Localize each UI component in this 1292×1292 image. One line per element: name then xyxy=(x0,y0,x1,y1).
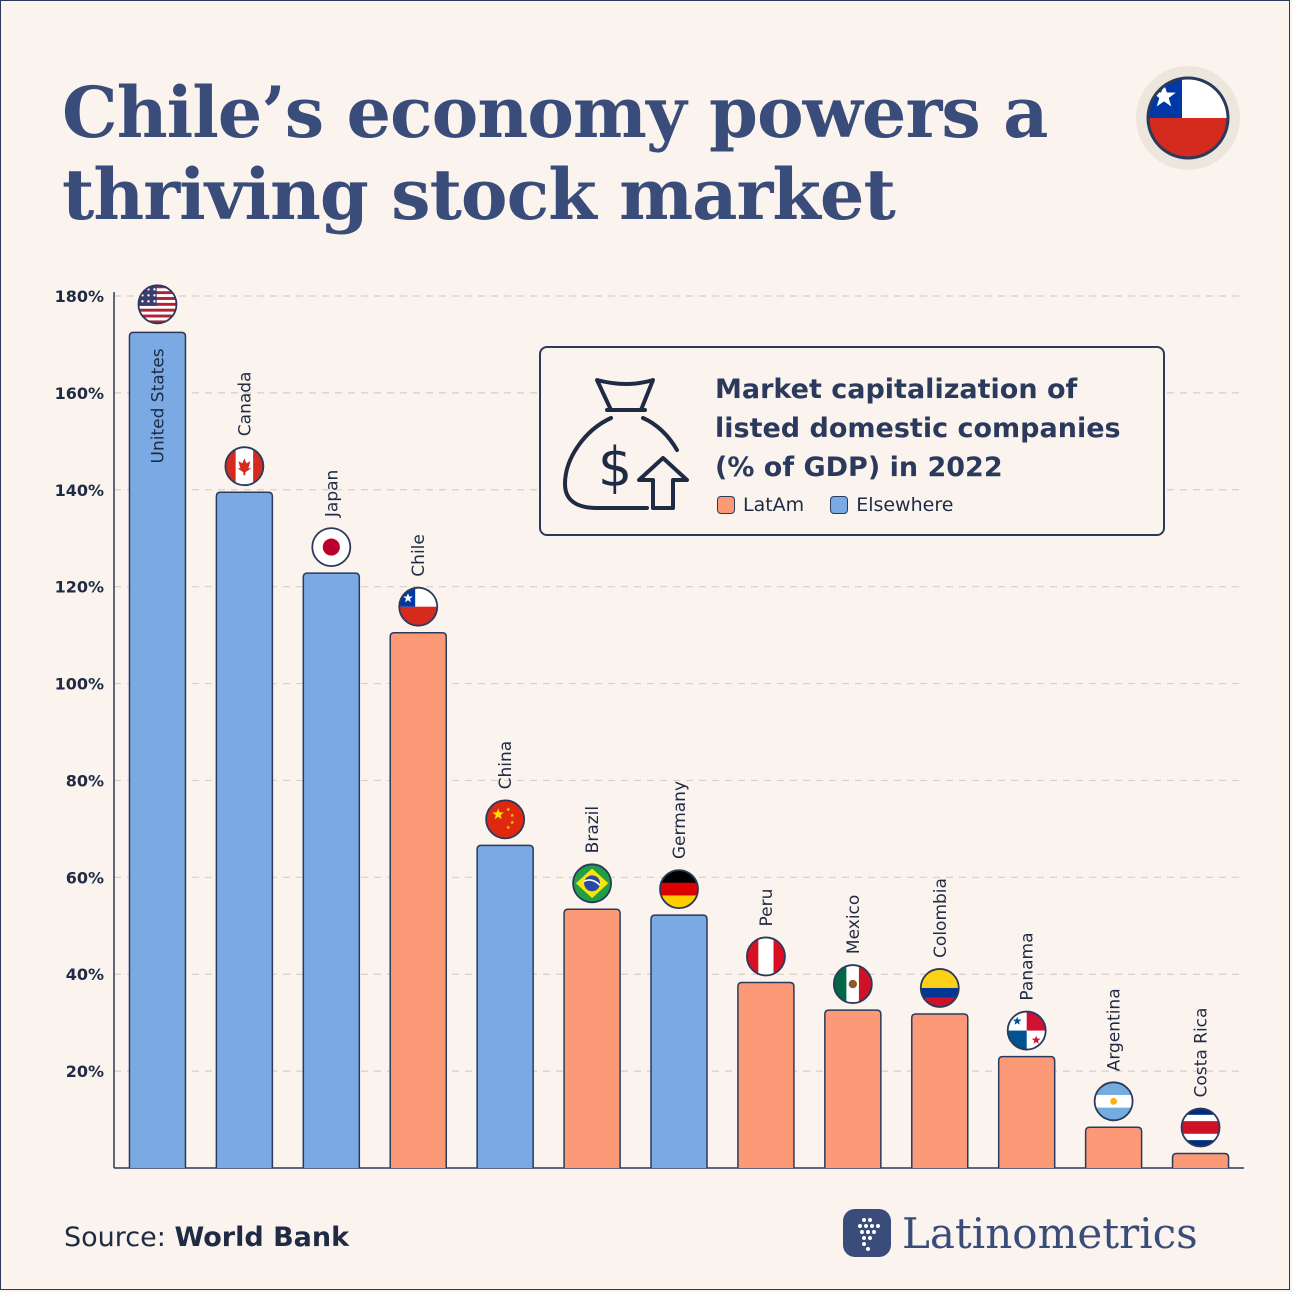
y-tick-label: 160% xyxy=(55,384,104,403)
bar-chile xyxy=(389,631,447,1168)
category-label: China xyxy=(496,741,516,790)
chile-flag-icon xyxy=(398,586,439,627)
category-label: Japan xyxy=(322,470,342,518)
bar-canada xyxy=(215,491,274,1168)
title-line-1: Chile’s economy powers a xyxy=(62,71,1048,154)
category-label: Germany xyxy=(670,781,690,859)
y-tick-label: 20% xyxy=(66,1062,104,1081)
bar-united-states xyxy=(128,331,187,1168)
y-tick-label: 80% xyxy=(66,771,104,790)
category-label: Panama xyxy=(1018,932,1038,1000)
legend-label-elsewhere: Elsewhere xyxy=(856,494,954,516)
bar-japan xyxy=(302,572,361,1168)
y-tick-label: 100% xyxy=(55,675,104,694)
bar-china xyxy=(476,844,534,1168)
category-label: Argentina xyxy=(1105,988,1125,1071)
y-tick-label: 180% xyxy=(55,287,104,306)
legend-swatch-latam xyxy=(717,496,735,514)
y-tick-label: 140% xyxy=(55,481,104,500)
category-label: Canada xyxy=(235,371,255,436)
japan-flag-icon xyxy=(311,527,352,568)
y-tick-label: 120% xyxy=(55,578,104,597)
category-label: United States xyxy=(148,348,168,463)
bar-panama xyxy=(997,1055,1056,1168)
y-tick-label: 40% xyxy=(66,965,104,984)
source-name: World Bank xyxy=(174,1222,350,1253)
legend-title-line-3: (% of GDP) in 2022 xyxy=(715,452,1003,483)
legend-swatch-elsewhere xyxy=(830,496,849,514)
svg-text:$: $ xyxy=(598,436,632,499)
chile-flag-icon xyxy=(1136,66,1240,170)
brand: Latinometrics xyxy=(842,1208,1198,1258)
bar-peru xyxy=(737,981,795,1168)
category-label: Mexico xyxy=(844,895,864,954)
canada-flag-icon xyxy=(224,446,265,487)
page-title: Chile’s economy powers a thriving stock … xyxy=(62,71,1048,236)
category-label: Costa Rica xyxy=(1192,1008,1212,1098)
legend-label-latam: LatAm xyxy=(743,494,805,516)
category-label: Brazil xyxy=(583,806,603,853)
costa-rica-flag-icon xyxy=(1180,1107,1221,1148)
brand-name: Latinometrics xyxy=(902,1208,1198,1258)
bar-argentina xyxy=(1084,1126,1143,1168)
germany-flag-icon xyxy=(659,869,699,910)
category-label: Chile xyxy=(409,534,429,577)
title-line-2: thriving stock market xyxy=(62,153,896,236)
latinometrics-logo-icon xyxy=(843,1209,891,1257)
source-prefix: Source: xyxy=(64,1222,166,1253)
bar-mexico xyxy=(824,1009,882,1168)
money-bag-up-arrow-icon: $ xyxy=(563,378,689,510)
brazil-flag-icon xyxy=(572,863,612,904)
legend-item-elsewhere: Elsewhere xyxy=(830,494,953,516)
colombia-flag-icon xyxy=(919,968,960,1008)
panama-flag-icon xyxy=(1006,1010,1047,1051)
legend-items: LatAm Elsewhere xyxy=(717,494,953,516)
bar-costa-rica xyxy=(1171,1152,1230,1168)
legend-item-latam: LatAm xyxy=(717,494,804,516)
category-label: Peru xyxy=(757,889,777,927)
bar-germany xyxy=(650,914,708,1168)
legend-title: Market capitalization of listed domestic… xyxy=(715,370,1155,487)
category-label: Colombia xyxy=(931,878,951,958)
peru-flag-icon xyxy=(746,936,786,977)
legend-title-line-1: Market capitalization of xyxy=(715,374,1078,405)
bar-brazil xyxy=(563,908,621,1168)
legend-title-line-2: listed domestic companies xyxy=(715,413,1121,444)
legend-box: $ Market capitalization of listed domest… xyxy=(539,346,1165,536)
bar-colombia xyxy=(911,1013,969,1168)
y-tick-label: 60% xyxy=(66,868,104,887)
china-flag-icon xyxy=(485,799,526,840)
us-flag-icon xyxy=(137,284,178,325)
mexico-flag-icon xyxy=(832,964,873,1004)
argentina-flag-icon xyxy=(1093,1081,1134,1122)
source-note: Source: World Bank xyxy=(64,1222,349,1253)
